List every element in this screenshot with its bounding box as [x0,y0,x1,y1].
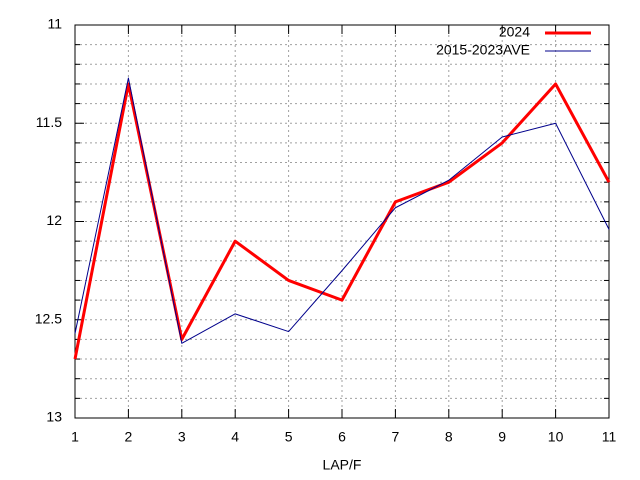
y-tick-label: 11.5 [36,114,62,130]
x-tick-label: 11 [602,429,617,445]
legend-label: 2024 [499,24,530,40]
x-tick-label: 5 [285,429,293,445]
x-tick-label: 8 [445,429,453,445]
x-axis-label: LAP/F [323,457,362,473]
x-tick-label: 6 [338,429,346,445]
legend-label: 2015-2023AVE [436,42,530,58]
x-tick-label: 4 [231,429,239,445]
x-tick-label: 3 [178,429,186,445]
y-tick-label: 12 [46,212,62,228]
x-tick-label: 7 [392,429,400,445]
y-tick-label: 12.5 [35,310,62,326]
plot-frame [74,24,610,419]
x-tick-label: 9 [498,429,506,445]
x-tick-label: 10 [548,429,564,445]
y-tick-label: 11 [47,16,62,32]
x-tick-label: 2 [125,429,133,445]
x-tick-label: 1 [71,429,79,445]
series-line [74,77,610,344]
y-tick-label: 13 [46,409,62,425]
